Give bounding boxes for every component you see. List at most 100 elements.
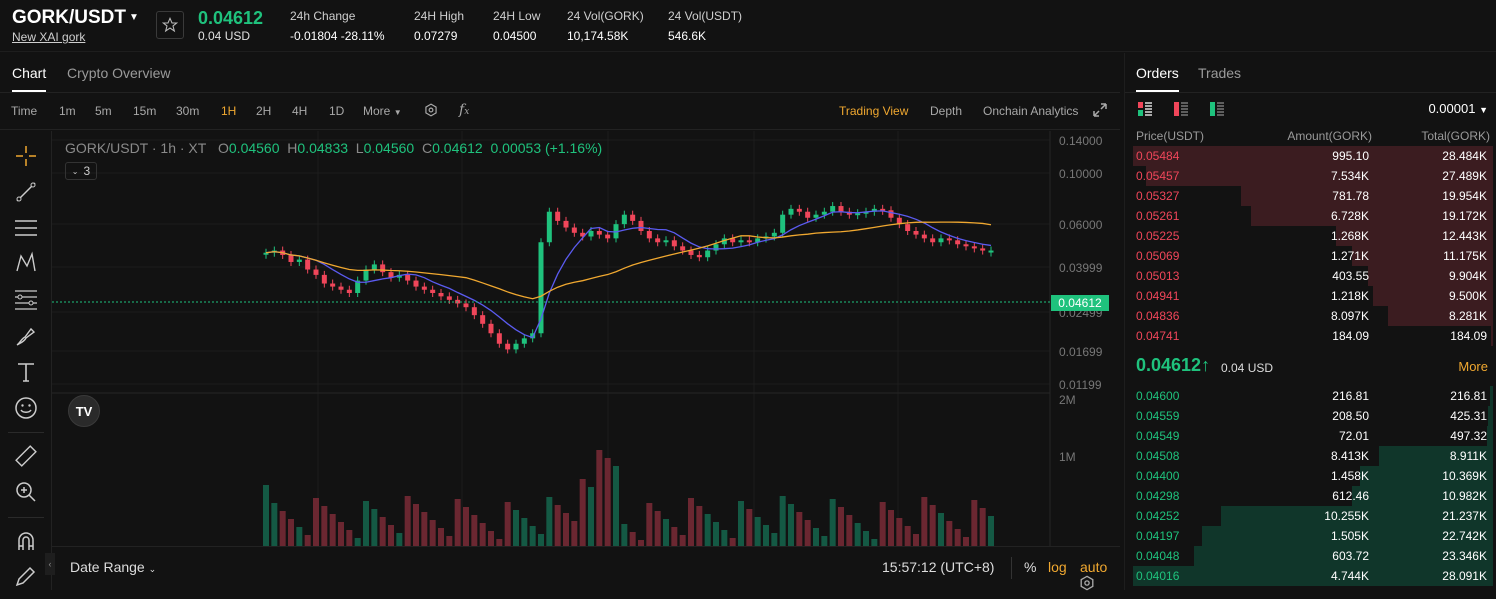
magnet-icon[interactable] bbox=[13, 529, 39, 555]
favorite-star-icon[interactable] bbox=[156, 11, 184, 39]
tab-trades[interactable]: Trades bbox=[1198, 65, 1242, 81]
depth-bar bbox=[1488, 406, 1493, 426]
text-tool-icon[interactable] bbox=[13, 359, 39, 385]
volume-bar bbox=[721, 530, 728, 546]
timeframe-5m[interactable]: 5m bbox=[95, 104, 112, 118]
asks-row[interactable]: 0.05484 995.10 28.484K bbox=[1125, 146, 1493, 166]
bids-row[interactable]: 0.04549 72.01 497.32 bbox=[1125, 426, 1493, 446]
volume-bar bbox=[679, 535, 686, 546]
timeframe-4h[interactable]: 4H bbox=[292, 104, 308, 118]
candle-body bbox=[530, 333, 536, 339]
tab-crypto-overview[interactable]: Crypto Overview bbox=[67, 65, 171, 81]
asks-row[interactable]: 0.04941 1.218K 9.500K bbox=[1125, 286, 1493, 306]
timeframe-1h[interactable]: 1H bbox=[221, 104, 237, 118]
ohlc-low-label: L bbox=[355, 140, 364, 156]
asks-row[interactable]: 0.04741 184.09 184.09 bbox=[1125, 326, 1493, 346]
pair-selector[interactable]: GORK/USDT ▼ bbox=[12, 7, 139, 29]
expand-icon[interactable] bbox=[1093, 103, 1107, 120]
timeframe-2h[interactable]: 2H bbox=[256, 104, 272, 118]
indicator-toggle[interactable]: ⌄ 3 bbox=[65, 162, 97, 180]
auto-scale-toggle[interactable]: auto bbox=[1080, 559, 1108, 575]
asks-total: 9.500K bbox=[1448, 289, 1487, 303]
pencil-lock-icon[interactable] bbox=[13, 563, 39, 589]
precision-select[interactable]: 0.00001 ▼ bbox=[1428, 101, 1488, 116]
volume-bar bbox=[446, 536, 453, 546]
view-trading-view[interactable]: Trading View bbox=[839, 104, 909, 118]
view-onchain-analytics[interactable]: Onchain Analytics bbox=[983, 104, 1079, 118]
asks-row[interactable]: 0.05225 1.268K 12.443K bbox=[1125, 226, 1493, 246]
candle-body bbox=[946, 238, 952, 241]
asks-row[interactable]: 0.05013 403.55 9.904K bbox=[1125, 266, 1493, 286]
zoom-in-icon[interactable] bbox=[13, 479, 39, 505]
bids-row[interactable]: 0.04252 10.255K 21.237K bbox=[1125, 506, 1493, 526]
bids-row[interactable]: 0.04600 216.81 216.81 bbox=[1125, 386, 1493, 406]
book-view-both-icon[interactable] bbox=[1137, 101, 1153, 122]
asks-row[interactable]: 0.05261 6.728K 19.172K bbox=[1125, 206, 1493, 226]
volume-bar bbox=[571, 521, 578, 546]
asks-row[interactable]: 0.05069 1.271K 11.175K bbox=[1125, 246, 1493, 266]
candle-body bbox=[580, 232, 586, 237]
stat-label: 24h Change bbox=[290, 9, 356, 23]
view-depth[interactable]: Depth bbox=[930, 104, 963, 118]
candle-body bbox=[855, 213, 861, 216]
brush-icon[interactable] bbox=[13, 323, 39, 349]
percent-scale-toggle[interactable]: % bbox=[1024, 559, 1037, 575]
candle-body bbox=[871, 208, 877, 212]
timeframe-1m[interactable]: 1m bbox=[59, 104, 76, 118]
tab-orders[interactable]: Orders bbox=[1136, 65, 1179, 92]
price-axis-label: 0.14000 bbox=[1059, 134, 1103, 148]
log-scale-toggle[interactable]: log bbox=[1048, 559, 1067, 575]
candle-body bbox=[746, 240, 752, 243]
asks-amount: 781.78 bbox=[1332, 189, 1369, 203]
volume-bar bbox=[379, 517, 386, 546]
candle-body bbox=[505, 343, 511, 350]
asks-price: 0.05013 bbox=[1136, 269, 1180, 283]
bids-price: 0.04600 bbox=[1136, 389, 1180, 403]
timeframe-more[interactable]: More ▼ bbox=[363, 104, 402, 118]
depth-bar bbox=[1133, 566, 1493, 586]
candle-body bbox=[680, 246, 686, 251]
asks-amount: 8.097K bbox=[1330, 309, 1369, 323]
chart-settings-icon[interactable] bbox=[424, 103, 438, 120]
bids-row[interactable]: 0.04197 1.505K 22.742K bbox=[1125, 526, 1493, 546]
timeframe-15m[interactable]: 15m bbox=[133, 104, 157, 118]
horizontal-lines-icon[interactable] bbox=[13, 215, 39, 241]
timeframe-30m[interactable]: 30m bbox=[176, 104, 200, 118]
indicator-fx-icon[interactable]: fx bbox=[459, 102, 470, 118]
volume-bar bbox=[413, 504, 419, 546]
candle-body bbox=[596, 231, 602, 235]
crosshair-icon[interactable] bbox=[13, 143, 39, 169]
tab-chart[interactable]: Chart bbox=[12, 65, 47, 92]
asks-row[interactable]: 0.05457 7.534K 27.489K bbox=[1125, 166, 1493, 186]
book-view-asks-icon[interactable] bbox=[1173, 101, 1189, 122]
candlestick-canvas[interactable]: 0.140000.100000.060000.039990.024990.016… bbox=[52, 131, 1120, 546]
date-range-label: Date Range bbox=[70, 559, 145, 575]
book-view-bids-icon[interactable] bbox=[1209, 101, 1225, 122]
more-link[interactable]: More bbox=[1458, 359, 1488, 374]
date-range-button[interactable]: Date Range ⌄ bbox=[70, 559, 156, 575]
asks-row[interactable]: 0.05327 781.78 19.954K bbox=[1125, 186, 1493, 206]
bids-row[interactable]: 0.04508 8.413K 8.911K bbox=[1125, 446, 1493, 466]
bids-amount: 208.50 bbox=[1332, 409, 1369, 423]
price-chart[interactable]: 0.14000 0.10000 0.06000 0.03999 0.02499 0.016… bbox=[52, 131, 1120, 599]
bids-row[interactable]: 0.04016 4.744K 28.091K bbox=[1125, 566, 1493, 586]
bids-row[interactable]: 0.04559 208.50 425.31 bbox=[1125, 406, 1493, 426]
ruler-icon[interactable] bbox=[13, 443, 39, 469]
timeframe-time[interactable]: Time bbox=[11, 104, 38, 118]
pair-fullname-link[interactable]: New XAI gork bbox=[12, 30, 86, 44]
asks-row[interactable]: 0.04836 8.097K 8.281K bbox=[1125, 306, 1493, 326]
bids-row[interactable]: 0.04298 612.46 10.982K bbox=[1125, 486, 1493, 506]
bids-row[interactable]: 0.04048 603.72 23.346K bbox=[1125, 546, 1493, 566]
trend-line-icon[interactable] bbox=[13, 179, 39, 205]
ma-fast-line bbox=[265, 210, 992, 339]
volume-bar bbox=[971, 500, 978, 546]
bids-row[interactable]: 0.04400 1.458K 10.369K bbox=[1125, 466, 1493, 486]
pattern-tool-icon[interactable] bbox=[13, 250, 39, 276]
fibonacci-icon[interactable] bbox=[13, 286, 39, 312]
timeframe-1d[interactable]: 1D bbox=[329, 104, 345, 118]
emoji-icon[interactable] bbox=[13, 395, 39, 421]
clock-timezone[interactable]: 15:57:12 (UTC+8) bbox=[882, 559, 995, 575]
collapse-toolbar-handle[interactable]: ‹ bbox=[45, 553, 55, 575]
stat-value: 546.6K bbox=[668, 29, 707, 43]
depth-bar bbox=[1388, 306, 1493, 326]
